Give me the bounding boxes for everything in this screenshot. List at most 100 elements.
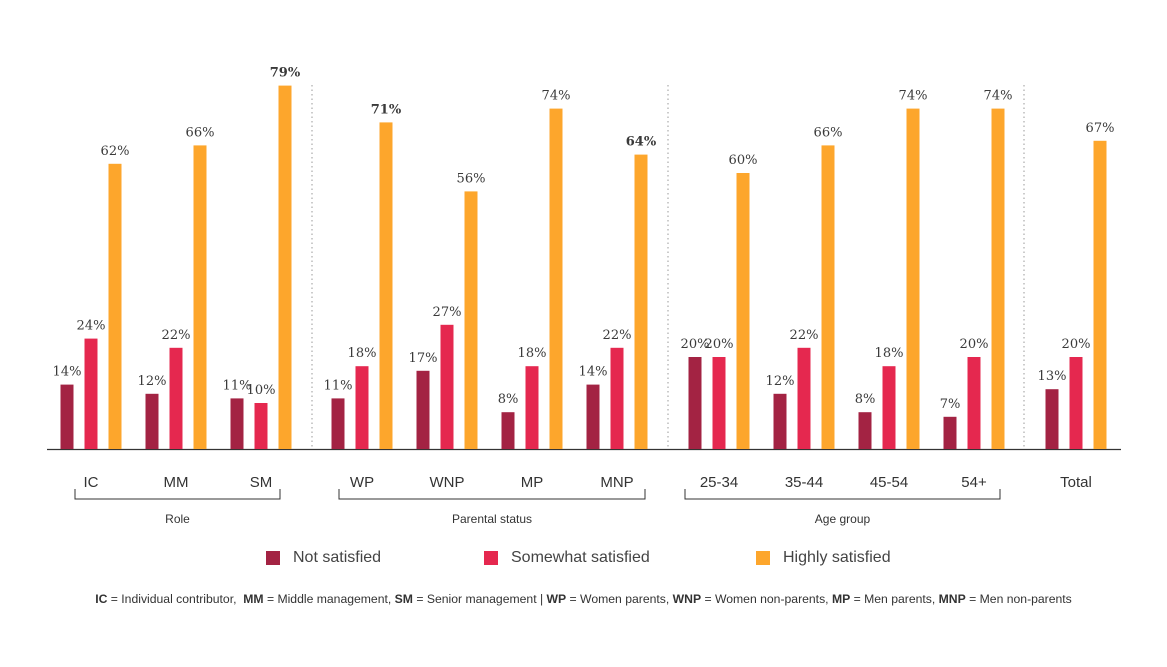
group-bracket [684, 489, 1001, 500]
legend-swatch-somewhat-satisfied [484, 551, 498, 565]
legend-swatch-not-satisfied [266, 551, 280, 565]
footnote-mm-text: = Middle management, [263, 592, 395, 606]
bar-somewhat-satisfied [610, 347, 624, 449]
bar-highly-satisfied [821, 145, 835, 449]
data-label: 7% [940, 397, 961, 412]
category-label: 25-34 [700, 474, 738, 491]
footnote-mp-text: = Men parents, [850, 592, 939, 606]
bar-highly-satisfied [379, 122, 393, 450]
data-label: 62% [101, 144, 130, 159]
category-label: 54+ [961, 474, 987, 491]
bar-not-satisfied [1045, 389, 1059, 449]
category-label: WNP [430, 474, 465, 491]
data-label: 8% [498, 392, 519, 407]
data-label: 12% [766, 374, 795, 389]
group-label: Parental status [452, 512, 532, 526]
bar-not-satisfied [688, 357, 702, 449]
data-label: 22% [162, 328, 191, 343]
bar-somewhat-satisfied [84, 338, 98, 449]
legend-label-not-satisfied: Not satisfied [293, 549, 382, 566]
footnote-wnp-abbr: WNP [672, 592, 702, 606]
bar-not-satisfied [60, 384, 74, 449]
legend-item-somewhat-satisfied: Somewhat satisfied [484, 549, 650, 567]
data-label: 66% [814, 125, 843, 140]
data-label: 22% [790, 328, 819, 343]
category-label: 35-44 [785, 474, 823, 491]
data-label: 20% [1062, 337, 1091, 352]
bar-highly-satisfied [549, 108, 563, 449]
group-label: Role [165, 512, 190, 526]
bar-somewhat-satisfied [254, 403, 268, 449]
data-label: 22% [603, 328, 632, 343]
group-label: Age group [815, 512, 871, 526]
data-label: 74% [899, 89, 928, 104]
category-label: MP [521, 474, 544, 491]
data-label: 20% [960, 337, 989, 352]
data-label: 24% [77, 319, 106, 334]
category-label: WP [350, 474, 374, 491]
group-bracket [338, 489, 646, 500]
bar-somewhat-satisfied [169, 347, 183, 449]
bar-not-satisfied [773, 393, 787, 449]
bar-somewhat-satisfied [1069, 357, 1083, 449]
legend-label-somewhat-satisfied: Somewhat satisfied [511, 549, 650, 566]
bar-not-satisfied [858, 412, 872, 449]
bar-highly-satisfied [634, 154, 648, 449]
legend-swatch-highly-satisfied [756, 551, 770, 565]
category-label: MNP [600, 474, 633, 491]
footnote-sm-text: = Senior management | [412, 592, 547, 606]
legend-item-highly-satisfied: Highly satisfied [756, 549, 891, 567]
group-bracket [74, 489, 281, 500]
footnote-wnp-text: = Women non-parents, [701, 592, 832, 606]
bar-not-satisfied [586, 384, 600, 449]
category-label: 45-54 [870, 474, 908, 491]
bar-highly-satisfied [464, 191, 478, 449]
data-label: 10% [247, 383, 276, 398]
bar-somewhat-satisfied [440, 324, 454, 449]
bar-highly-satisfied [906, 108, 920, 449]
bar-somewhat-satisfied [967, 357, 981, 449]
footnote-ic-abbr: IC [95, 592, 108, 606]
legend: Not satisfied Somewhat satisfied Highly … [0, 549, 1167, 575]
data-label: 11% [324, 378, 353, 393]
grouped-bar-chart: 14%24%62%IC12%22%66%MM11%10%79%SMRole11%… [47, 66, 1121, 526]
bar-highly-satisfied [736, 173, 750, 449]
data-label: 67% [1086, 121, 1115, 136]
bar-somewhat-satisfied [882, 366, 896, 449]
data-label: 20% [681, 337, 710, 352]
data-label: 60% [729, 153, 758, 168]
data-label: 12% [138, 374, 167, 389]
data-label: 13% [1038, 369, 1067, 384]
data-label: 14% [53, 365, 82, 380]
data-label: 20% [705, 337, 734, 352]
data-label: 79% [270, 66, 301, 81]
bar-not-satisfied [331, 398, 345, 449]
data-label: 66% [186, 125, 215, 140]
data-label: 18% [518, 346, 547, 361]
category-label: MM [164, 474, 189, 491]
bar-highly-satisfied [108, 163, 122, 450]
data-label: 18% [875, 346, 904, 361]
category-label: Total [1060, 474, 1092, 491]
data-label: 74% [542, 89, 571, 104]
bar-not-satisfied [145, 393, 159, 449]
bar-highly-satisfied [1093, 140, 1107, 450]
abbreviation-footnote: IC = Individual contributor, MM = Middle… [0, 592, 1167, 606]
legend-label-highly-satisfied: Highly satisfied [783, 549, 891, 566]
legend-item-not-satisfied: Not satisfied [266, 549, 381, 567]
bar-somewhat-satisfied [712, 357, 726, 449]
data-label: 8% [855, 392, 876, 407]
data-label: 14% [579, 365, 608, 380]
bar-not-satisfied [416, 370, 430, 449]
footnote-wp-abbr: WP [546, 592, 567, 606]
bar-somewhat-satisfied [355, 366, 369, 449]
footnote-mm-abbr: MM [243, 592, 264, 606]
bar-highly-satisfied [991, 108, 1005, 449]
data-label: 27% [433, 305, 462, 320]
bar-not-satisfied [230, 398, 244, 449]
bar-somewhat-satisfied [525, 366, 539, 449]
footnote-mnp-text: = Men non-parents [965, 592, 1072, 606]
category-label: IC [84, 474, 99, 491]
category-label: SM [250, 474, 273, 491]
bar-highly-satisfied [193, 145, 207, 449]
